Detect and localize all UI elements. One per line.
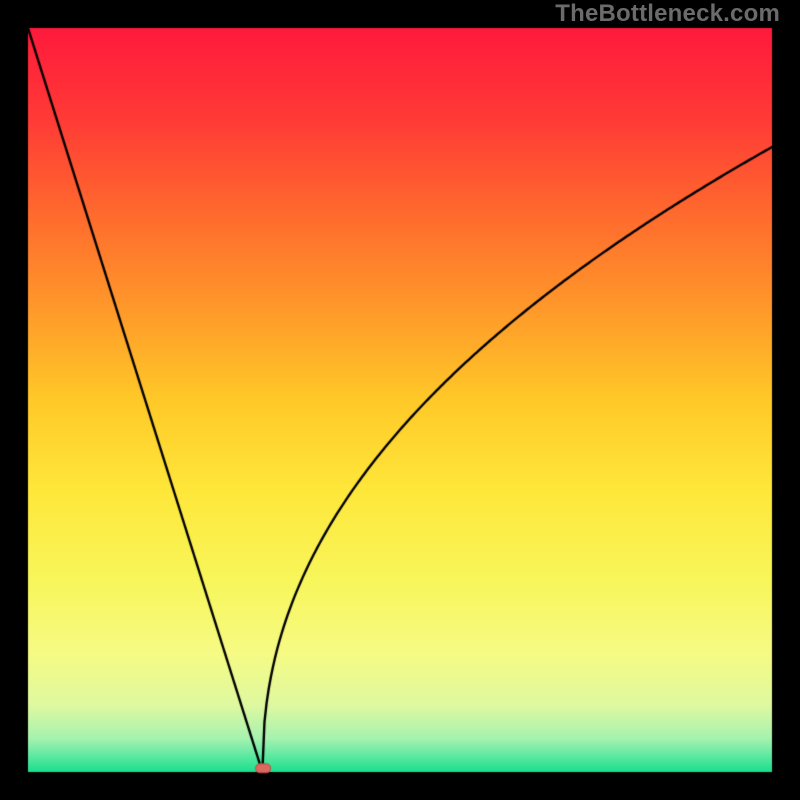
- bottleneck-chart-canvas: [0, 0, 800, 800]
- chart-container: TheBottleneck.com: [0, 0, 800, 800]
